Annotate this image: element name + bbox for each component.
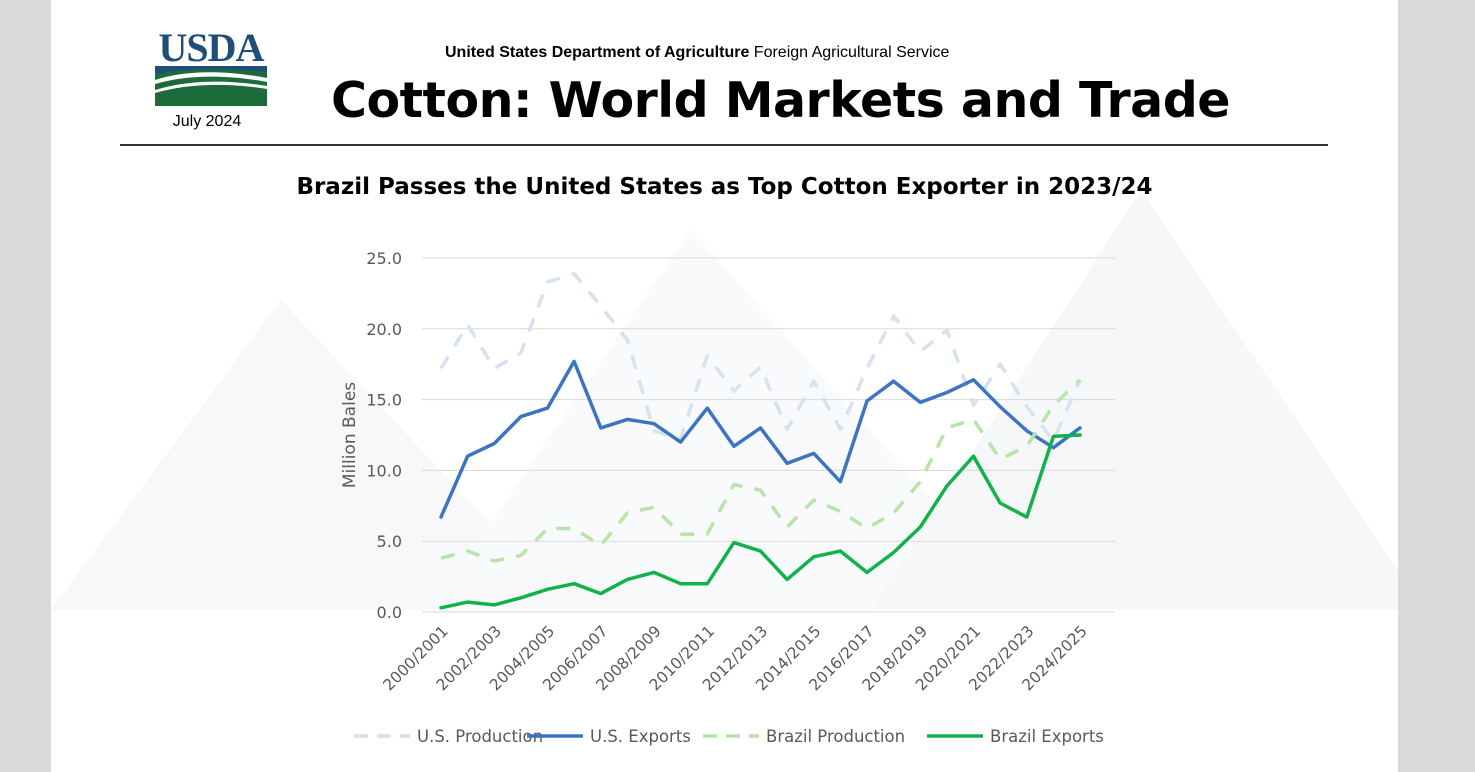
usda-logo-band — [155, 66, 267, 106]
report-date: July 2024 — [172, 113, 242, 130]
series-line-brazil-production — [440, 378, 1082, 563]
y-tick-label: 0.0 — [377, 603, 402, 622]
report-title: Cotton: World Markets and Trade — [331, 72, 1231, 129]
usda-logo-text: USDA — [158, 25, 265, 70]
y-tick-label: 25.0 — [366, 249, 402, 268]
agency-line: United States Department of Agriculture … — [445, 44, 949, 62]
agency-service: Foreign Agricultural Service — [749, 44, 950, 61]
legend-label: Brazil Production — [766, 727, 905, 746]
chart-title: Brazil Passes the United States as Top C… — [296, 174, 1153, 200]
y-tick-label: 15.0 — [366, 391, 402, 410]
header-divider — [120, 144, 1328, 146]
legend-label: Brazil Exports — [990, 727, 1104, 746]
y-tick-label: 5.0 — [377, 532, 402, 551]
y-axis-label: Million Bales — [340, 382, 360, 488]
legend-label: U.S. Exports — [590, 727, 691, 746]
report-page: USDA July 2024 United States Department … — [51, 0, 1398, 772]
series-line-u-s-production — [439, 271, 1082, 443]
series-line-brazil-exports — [439, 433, 1082, 610]
agency-name: United States Department of Agriculture — [445, 44, 750, 61]
y-tick-label: 10.0 — [366, 461, 402, 480]
y-tick-label: 20.0 — [366, 320, 402, 339]
series-line-u-s-exports — [439, 359, 1082, 519]
usda-logo: USDA — [155, 28, 267, 108]
legend-label: U.S. Production — [417, 727, 543, 746]
